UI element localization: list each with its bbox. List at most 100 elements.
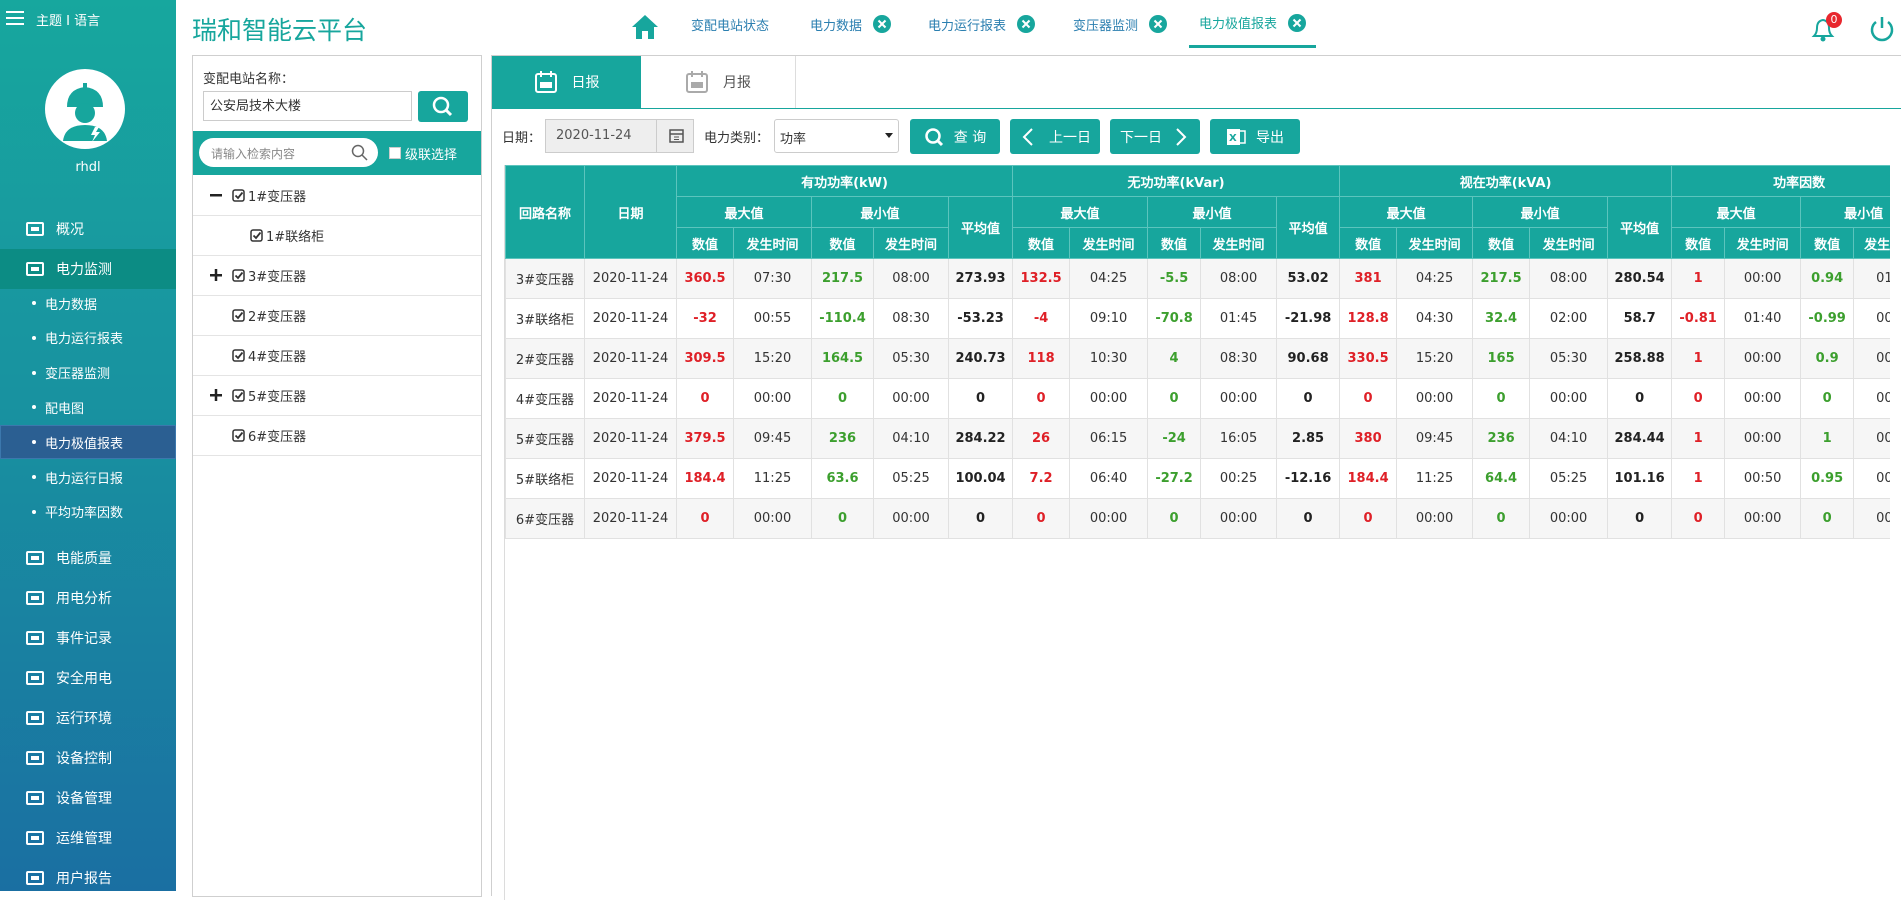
value-header: 数值: [1012, 227, 1071, 259]
menu-item[interactable]: 安全用电: [0, 658, 176, 698]
theme-language[interactable]: 主题 I 语言: [36, 14, 101, 29]
report-tab-icon: [534, 71, 557, 93]
tab-close[interactable]: [1017, 15, 1036, 33]
menu-item[interactable]: 电力监测: [0, 249, 176, 289]
min-header: 最小值: [811, 196, 949, 228]
menu-label: 电力监测: [56, 262, 112, 278]
row-label: 2020-11-24: [584, 498, 677, 539]
submenu-item[interactable]: 变压器监测: [0, 356, 176, 390]
bullet: [32, 301, 36, 305]
search-placeholder: 请输入检索内容: [211, 147, 296, 161]
menu-item[interactable]: 用户报告: [0, 858, 176, 891]
submenu-item[interactable]: 电力运行日报: [0, 460, 176, 494]
menu-label: 用电分析: [56, 590, 112, 607]
value-cell: -27.2: [1147, 458, 1202, 499]
value-header: 数值: [1671, 227, 1726, 259]
hamburger-icon[interactable]: [6, 10, 24, 26]
tree-node[interactable]: 1#联络柜: [193, 215, 481, 256]
value-cell: 1: [1671, 458, 1726, 499]
time-cell: 00:00: [1724, 418, 1802, 459]
submenu-item[interactable]: 电力运行报表: [0, 321, 176, 355]
time-cell: 00:00: [1200, 378, 1278, 419]
time-cell: 04:30: [1396, 298, 1474, 339]
value-cell: 1: [1800, 418, 1855, 459]
value-cell: 0: [676, 498, 734, 539]
menu-label: 运行环境: [56, 710, 112, 727]
time-cell: 00:00: [733, 378, 812, 419]
menu-item[interactable]: 运维管理: [0, 818, 176, 858]
report-tab[interactable]: 月报: [641, 56, 796, 108]
nav-tab[interactable]: 变配电站状态: [691, 0, 769, 48]
menu-item[interactable]: 用电分析: [0, 578, 176, 618]
submenu-item[interactable]: 电力极值报表: [0, 425, 176, 460]
tree-node[interactable]: 1#变压器: [193, 175, 481, 216]
menu-label: 电能质量: [56, 550, 112, 567]
time-cell: 09:45: [1396, 418, 1474, 459]
toolbar-button[interactable]: 查 询: [910, 119, 1000, 154]
value-cell: 0: [811, 378, 874, 419]
tree-node[interactable]: 4#变压器: [193, 335, 481, 376]
group-header: 无功功率(kVar): [1012, 165, 1341, 197]
tab-close[interactable]: [1149, 15, 1168, 33]
value-cell: 0: [1276, 498, 1341, 539]
time-cell: 00:00: [1724, 258, 1802, 299]
menu-item[interactable]: 概况: [0, 209, 176, 249]
tree-search-input[interactable]: 请输入检索内容: [199, 138, 378, 167]
submenu-item[interactable]: 电力数据: [0, 286, 176, 320]
value-cell: 63.6: [811, 458, 874, 499]
calendar-button[interactable]: [656, 120, 695, 152]
row-label: 3#联络柜: [505, 298, 585, 339]
button-label: 查 询: [953, 129, 987, 146]
cascade-checkbox[interactable]: [389, 147, 401, 159]
value-cell: 273.93: [947, 258, 1014, 299]
menu-item[interactable]: 设备管理: [0, 778, 176, 818]
toolbar-button[interactable]: 上一日: [1010, 119, 1100, 154]
menu-item[interactable]: 电能质量: [0, 538, 176, 578]
nav-tab[interactable]: 变压器监测: [1073, 0, 1168, 48]
tree-node[interactable]: 5#变压器: [193, 375, 481, 416]
nav-tab[interactable]: 电力数据: [810, 0, 892, 48]
date-input[interactable]: 2020-11-24: [545, 119, 694, 153]
tree-node[interactable]: 6#变压器: [193, 415, 481, 456]
value-cell: -70.8: [1147, 298, 1202, 339]
submenu-item[interactable]: 平均功率因数: [0, 495, 176, 529]
bell-icon[interactable]: [1808, 14, 1838, 44]
nav-tab[interactable]: 电力极值报表: [1189, 0, 1317, 48]
group-header: 功率因数: [1671, 165, 1890, 197]
home-icon[interactable]: [631, 14, 659, 40]
group-header: 有功功率(kW): [675, 165, 1014, 197]
menu-item[interactable]: 事件记录: [0, 618, 176, 658]
tree-node[interactable]: 3#变压器: [193, 255, 481, 296]
node-checkbox: [232, 188, 245, 202]
menu-icon: [26, 262, 44, 276]
button-label: 下一日: [1120, 129, 1162, 146]
menu-icon: [26, 710, 44, 725]
data-row: 6#变压器 2020-11-24 0 00:00 0 00:00 0 0 00:00 0 00:00…: [505, 498, 1890, 539]
nav-tab[interactable]: 电力运行报表: [928, 0, 1036, 48]
value-cell: 53.02: [1276, 258, 1341, 299]
time-cell: 00:50: [1724, 458, 1802, 499]
tab-close[interactable]: [873, 15, 892, 33]
value-cell: 2.85: [1276, 418, 1341, 459]
submenu-item[interactable]: 配电图: [0, 390, 176, 424]
tab-close[interactable]: [1288, 13, 1307, 32]
value-header: 数值: [811, 227, 874, 259]
button-icon: X: [1227, 128, 1246, 145]
value-cell: 0: [1607, 498, 1673, 539]
submenu-label: 平均功率因数: [45, 506, 124, 522]
tree-node[interactable]: 2#变压器: [193, 295, 481, 336]
value-cell: -110.4: [811, 298, 874, 339]
report-tab[interactable]: 日报: [492, 56, 641, 108]
time-cell: 06:15: [1069, 418, 1149, 459]
max-header: 最大值: [676, 196, 812, 228]
menu-item[interactable]: 运行环境: [0, 698, 176, 738]
toolbar-button[interactable]: 下一日: [1110, 119, 1200, 154]
station-input[interactable]: 公安局技术大楼: [203, 91, 412, 121]
menu-item[interactable]: 设备控制: [0, 738, 176, 778]
station-search-button[interactable]: [418, 91, 468, 122]
time-cell: 01:45: [1200, 298, 1278, 339]
value-cell: 0: [947, 378, 1014, 419]
power-icon[interactable]: [1868, 14, 1896, 42]
toolbar-button[interactable]: X 导出: [1210, 119, 1300, 154]
category-select[interactable]: 功率: [774, 119, 899, 153]
